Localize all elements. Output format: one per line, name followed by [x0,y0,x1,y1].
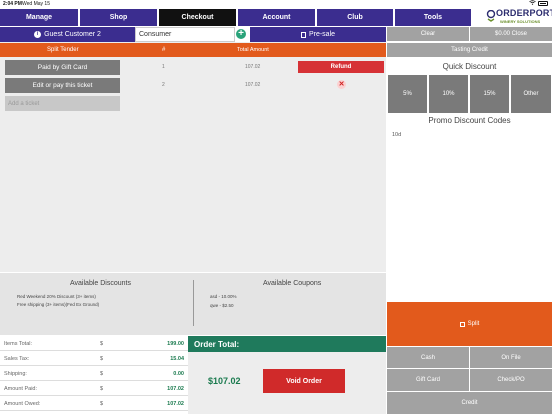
split-tender-title: Split Tender [47,47,79,53]
quick-discount-title: Quick Discount [387,58,552,74]
order-total-title: Order Total: [188,336,386,352]
document-icon [300,31,306,38]
totals-currency: $ [100,401,104,407]
promo-code-entry[interactable]: 10d [392,132,402,138]
delete-icon: ✕ [337,80,346,89]
on-file-button[interactable]: On File [470,347,552,368]
credit-button[interactable]: Credit [387,392,552,414]
split-label: Split [467,321,480,327]
split-button[interactable]: Split [387,302,552,346]
status-time: 2:04 PM [3,1,22,7]
totals-row-items: Items Total: $ 199.00 [0,336,188,351]
close-button[interactable]: $0.00 Close [470,27,552,41]
totals-label: Amount Paid: [4,386,38,392]
totals-row-shipping: Shipping: $ 0.00 [0,366,188,381]
split-icon [459,321,465,327]
tasting-credit-button[interactable]: Tasting Credit [387,43,552,57]
nav-checkout[interactable]: Checkout [159,9,236,26]
ticket-2-number: 2 [162,82,165,88]
divider [193,280,194,326]
guest-customer-button[interactable]: i Guest Customer 2 [0,27,135,42]
nav-account[interactable]: Account [238,9,315,26]
orderport-logo: ORDERPORT WINERY SOLUTIONS [476,6,552,28]
totals-currency: $ [100,386,104,392]
ticket-2-button[interactable]: Edit or pay this ticket [5,78,120,93]
presale-label: Pre-sale [308,31,336,38]
split-tender-header: Split Tender # Total Amount [0,43,386,57]
customer-type-select[interactable]: Consumer [135,27,235,42]
plus-icon: + [236,29,246,39]
total-amount-header: Total Amount [237,47,269,53]
coupon-item[interactable]: qwe - $2.50 [210,303,234,308]
status-date: Wed May 15 [22,1,50,7]
order-total-panel: Order Total: $107.02 Void Order [188,336,386,414]
totals-currency: $ [100,341,104,347]
nav-shop[interactable]: Shop [80,9,157,26]
gift-card-button[interactable]: Gift Card [387,369,469,391]
nav-club[interactable]: Club [317,9,393,26]
discount-item[interactable]: Red Weekend 20% Discount (3+ items) [17,294,96,299]
ticket-number-header: # [162,47,166,53]
ticket-1-button[interactable]: Paid by Gift Card [5,60,120,75]
cash-button[interactable]: Cash [387,347,469,368]
totals-value: 0.00 [173,371,184,377]
totals-value: 199.00 [167,341,184,347]
available-discounts-panel: Available Discounts Red Weekend 20% Disc… [0,273,386,335]
discount-5-button[interactable]: 5% [388,75,427,113]
guest-customer-label: Guest Customer 2 [44,31,101,38]
status-right [529,0,548,7]
coupon-item[interactable]: asd - 10.00% [210,294,237,299]
add-ticket-input[interactable]: Add a ticket [5,96,120,111]
totals-label: Sales Tax: [4,356,30,362]
totals-row-tax: Sales Tax: $ 15.04 [0,351,188,366]
discount-item[interactable]: Free shipping (3+ items)(Fed Ex Ground) [17,302,100,307]
discount-other-button[interactable]: Other [511,75,551,113]
totals-value: 15.04 [170,356,184,362]
ticket-2-amount: 107.02 [245,82,261,88]
order-total-amount: $107.02 [208,376,241,386]
check-po-button[interactable]: Check/PO [470,369,552,391]
logo-mark-icon [486,10,496,22]
totals-currency: $ [100,371,104,377]
totals-value: 107.02 [167,386,184,392]
user-icon: i [34,31,42,38]
logo-sub: WINERY SOLUTIONS [500,19,541,24]
totals-currency: $ [100,356,104,362]
add-customer-button[interactable]: + [236,29,246,39]
promo-codes-title: Promo Discount Codes [428,116,511,125]
totals-panel: Items Total: $ 199.00 Sales Tax: $ 15.04… [0,336,188,414]
void-order-button[interactable]: Void Order [263,369,345,393]
ticket-1-number: 1 [162,64,165,70]
clear-button[interactable]: Clear [387,27,469,41]
totals-value: 107.02 [167,401,184,407]
available-discounts-title: Available Discounts [70,280,131,287]
discount-10-button[interactable]: 10% [429,75,468,113]
wifi-icon [529,0,536,7]
totals-row-owed: Amount Owed: $ 107.02 [0,396,188,411]
nav-tools[interactable]: Tools [395,9,471,26]
delete-ticket-button[interactable]: ✕ [337,80,346,89]
totals-label: Shipping: [4,371,27,377]
status-bar: 2:04 PM Wed May 15 [0,0,552,8]
ticket-1-amount: 107.02 [245,64,261,70]
discount-15-button[interactable]: 15% [470,75,509,113]
totals-label: Items Total: [4,341,33,347]
logo-word: ORDERPORT [496,8,552,18]
totals-label: Amount Owed: [4,401,41,407]
nav-manage[interactable]: Manage [0,9,78,26]
presale-button[interactable]: Pre-sale [250,27,386,42]
totals-row-paid: Amount Paid: $ 107.02 [0,381,188,396]
battery-icon [538,1,548,6]
split-tender-panel [0,42,386,272]
available-coupons-title: Available Coupons [263,280,322,287]
refund-button[interactable]: Refund [298,61,384,73]
